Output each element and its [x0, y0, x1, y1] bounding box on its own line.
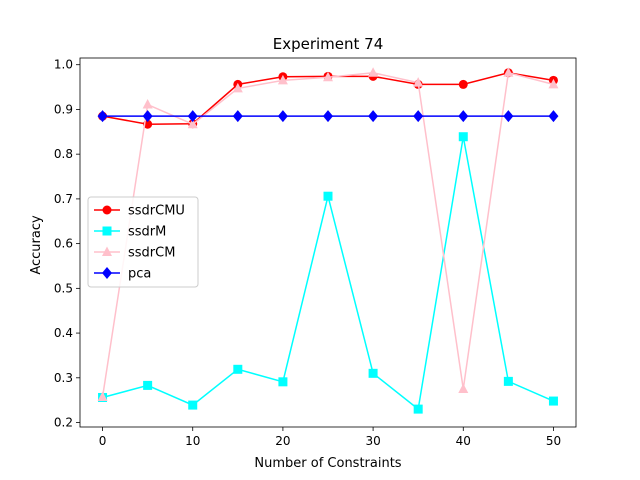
legend-item-ssdrCMU: ssdrCMU	[94, 204, 185, 219]
series-ssdrM	[98, 132, 558, 414]
data-point-ssdrM	[278, 377, 288, 387]
x-tick-label: 30	[365, 434, 380, 448]
axes-frame	[79, 57, 577, 428]
y-tick-label: 0.7	[54, 192, 73, 206]
x-tick-label: 10	[185, 434, 200, 448]
x-tick-label: 40	[456, 434, 471, 448]
x-tick-label: 0	[99, 434, 107, 448]
data-point-pca	[503, 110, 514, 123]
data-point-ssdrCM	[232, 82, 243, 93]
y-tick-label: 0.6	[54, 237, 73, 251]
legend-box	[87, 196, 199, 288]
data-point-pca	[368, 110, 379, 123]
data-point-pca	[458, 110, 469, 123]
data-point-ssdrCM	[323, 71, 333, 82]
data-point-ssdrM	[368, 368, 378, 378]
plot-area: 0 10 20 30 40 50 0.2 0.3 0.4 0.5 0.6 0.7 0.8 0.9 1.0 ss…	[54, 57, 577, 448]
y-tick-label: 0.3	[54, 371, 73, 385]
data-point-ssdrM	[143, 380, 153, 390]
data-point-ssdrCM	[413, 77, 424, 87]
legend-marker	[102, 205, 112, 215]
data-point-ssdrCM	[142, 99, 153, 109]
y-tick-label: 0.4	[54, 326, 73, 340]
data-point-ssdrCM	[503, 67, 514, 77]
data-point-pca	[323, 110, 333, 123]
data-point-pca	[187, 110, 198, 123]
x-axis-label: Number of Constraints	[254, 456, 401, 471]
data-point-ssdrM	[323, 191, 333, 201]
data-point-pca	[413, 110, 424, 123]
data-point-ssdrM	[233, 364, 243, 374]
y-tick-label: 0.9	[54, 102, 73, 116]
legend-item-pca: pca	[94, 267, 151, 282]
y-tick-label: 1.0	[54, 58, 73, 72]
data-point-ssdrM	[413, 404, 423, 414]
y-tick-label: 0.2	[54, 416, 73, 430]
legend-label: ssdrCMU	[128, 204, 185, 219]
data-point-ssdrM	[548, 396, 558, 406]
series-ssdrCM	[97, 67, 559, 402]
chart-title: Experiment 74	[273, 35, 384, 53]
data-point-ssdrCM	[458, 383, 469, 393]
legend-label: ssdrCM	[128, 246, 175, 261]
data-point-ssdrCM	[187, 118, 198, 129]
data-point-ssdrCM	[97, 391, 108, 402]
legend-label: pca	[128, 267, 151, 282]
legend: ssdrCMU ssdrM ssdrCM pca	[87, 196, 199, 288]
data-point-ssdrCM	[548, 78, 559, 89]
data-point-pca	[277, 110, 288, 123]
data-point-ssdrCM	[368, 67, 379, 77]
data-point-ssdrM	[458, 132, 468, 142]
y-tick-label: 0.8	[54, 147, 73, 161]
data-point-ssdrM	[188, 400, 198, 410]
data-point-pca	[97, 110, 108, 123]
data-point-pca	[142, 110, 153, 123]
data-point-pca	[548, 110, 559, 123]
legend-marker	[102, 226, 112, 236]
legend-label: ssdrM	[128, 225, 166, 240]
data-point-ssdrM	[503, 376, 513, 386]
series-pca	[97, 110, 559, 123]
legend-marker	[102, 246, 112, 256]
y-tick-label: 0.5	[54, 281, 73, 295]
data-point-ssdrCM	[277, 74, 288, 85]
x-tick-label: 20	[275, 434, 290, 448]
y-axis-label: Accuracy	[29, 215, 44, 275]
x-tick-label: 50	[546, 434, 561, 448]
legend-marker	[102, 267, 112, 279]
legend-item-ssdrM: ssdrM	[94, 225, 166, 240]
legend-item-ssdrCM: ssdrCM	[94, 246, 175, 261]
data-point-pca	[232, 110, 243, 123]
data-point-ssdrCMU	[458, 79, 468, 89]
